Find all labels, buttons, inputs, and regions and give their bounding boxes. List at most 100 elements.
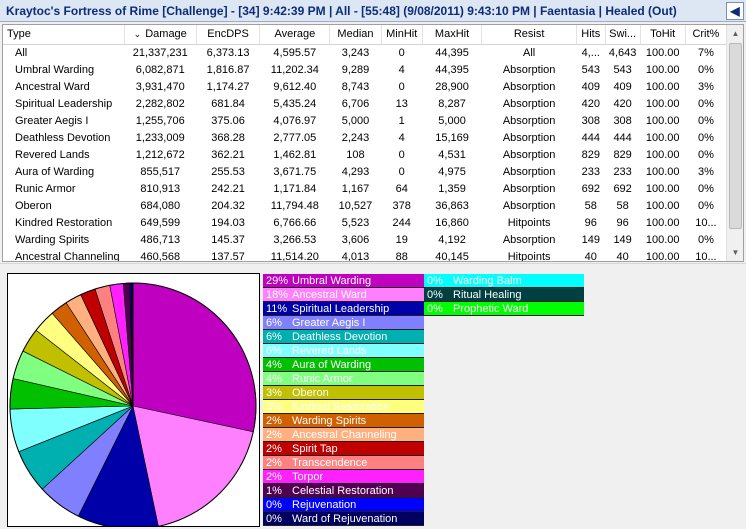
table-cell: 96 [584, 216, 597, 229]
column-header-minhit[interactable]: MinHit [381, 25, 423, 45]
table-cell: 829 [613, 148, 632, 161]
table-cell: 15,169 [435, 131, 469, 144]
table-cell: 3,931,470 [135, 80, 185, 93]
panel-splitter[interactable] [0, 263, 746, 268]
table-cell: Spiritual Leadership [15, 97, 113, 110]
table-row[interactable]: Deathless Devotion 1,233,009 368.28 2,777.0… [3, 129, 727, 146]
table-cell: 194.03 [211, 216, 245, 229]
column-header-damage-label: Damage [145, 28, 187, 41]
legend-percent: 1% [266, 485, 282, 497]
column-header-crit[interactable]: Crit% [685, 25, 728, 45]
sort-descending-icon: ⌄ [133, 29, 142, 40]
legend-percent: 0% [427, 275, 443, 287]
legend-percent: 0% [266, 513, 282, 525]
legend-label: Ward of Rejuvenation [292, 513, 398, 525]
table-cell: 829 [581, 148, 600, 161]
scroll-down-icon[interactable]: ▼ [731, 248, 740, 257]
table-row[interactable]: Ancestral Ward 3,931,470 1,174.27 9,612.40 8… [3, 78, 727, 95]
column-header-median[interactable]: Median [329, 25, 382, 45]
scrollbar-thumb[interactable] [729, 43, 742, 229]
column-header-maxhit[interactable]: MaxHit [422, 25, 483, 45]
table-cell: Hitpoints [507, 216, 551, 229]
table-cell: Deathless Devotion [15, 131, 111, 144]
table-cell: Absorption [502, 97, 556, 110]
table-cell: 11,514.20 [270, 250, 319, 262]
legend-item: 0% Warding Balm [424, 274, 584, 288]
legend-label: Rejuvenation [292, 499, 357, 511]
table-cell: All [15, 46, 28, 59]
table-row[interactable]: Warding Spirits 486,713 145.37 3,266.53 3,60… [3, 231, 727, 248]
scroll-up-icon[interactable]: ▲ [731, 29, 740, 38]
column-header-swings[interactable]: Swi... [605, 25, 641, 45]
table-cell: 0% [697, 182, 714, 195]
table-row[interactable]: Revered Lands 1,212,672 362.21 1,462.81 108 0… [3, 146, 727, 163]
legend-label: Warding Balm [453, 275, 522, 287]
table-cell: 255.53 [211, 165, 245, 178]
column-header-tohit[interactable]: ToHit [640, 25, 686, 45]
legend-item: 18% Ancestral Ward [263, 288, 424, 302]
table-cell: 4,293 [341, 165, 370, 178]
column-header-type[interactable]: Type [3, 25, 125, 45]
table-row[interactable]: Oberon 684,080 204.32 11,794.48 10,527 378 36,… [3, 197, 727, 214]
table-cell: 100.00 [645, 46, 680, 59]
table-cell: 4,975 [438, 165, 466, 178]
table-cell: 692 [613, 182, 632, 195]
table-cell: 64 [395, 182, 408, 195]
legend-percent: 0% [427, 289, 443, 301]
column-header-resist[interactable]: Resist [481, 25, 577, 45]
table-cell: 2,777.05 [273, 131, 317, 144]
table-cell: 0 [398, 165, 405, 178]
table-cell: 100.00 [645, 131, 680, 144]
table-row[interactable]: Ancestral Channeling 460,568 137.57 11,514.… [3, 248, 727, 262]
table-cell: 7% [697, 46, 714, 59]
table-cell: 108 [346, 148, 365, 161]
table-cell: 420 [581, 97, 600, 110]
table-cell: 5,523 [341, 216, 370, 229]
table-cell: 137.57 [211, 250, 245, 262]
table-cell: 58 [584, 199, 597, 212]
legend-column-left: 29% Umbral Warding 18% Ancestral Ward 11% Spi… [263, 274, 424, 526]
table-cell: 11,202.34 [270, 63, 319, 76]
legend-item: 2% Ancestral Channeling [263, 428, 424, 442]
table-cell: Aura of Warding [15, 165, 95, 178]
back-arrow-icon[interactable]: ◀ [726, 1, 744, 20]
table-cell: 8,743 [341, 80, 370, 93]
table-row[interactable]: Runic Armor 810,913 242.21 1,171.84 1,167 64 1… [3, 180, 727, 197]
column-header-hits[interactable]: Hits [576, 25, 606, 45]
table-header-row: Type ⌄ Damage EncDPS Average Median MinHi… [3, 25, 728, 45]
column-header-average[interactable]: Average [259, 25, 331, 45]
table-cell: 13 [395, 97, 408, 110]
legend-percent: 2% [266, 429, 282, 441]
legend-item: 4% Runic Armor [263, 372, 424, 386]
table-row[interactable]: Greater Aegis I 1,255,706 375.06 4,076.97 5,… [3, 112, 727, 129]
table-cell: 100.00 [645, 216, 680, 229]
vertical-scrollbar[interactable]: ▲ ▼ [726, 25, 743, 261]
table-cell: 10... [695, 216, 717, 229]
table-cell: Absorption [502, 63, 556, 76]
column-header-encdps[interactable]: EncDPS [196, 25, 261, 45]
legend-label: Ancestral Ward [292, 289, 367, 301]
table-row[interactable]: Aura of Warding 855,517 255.53 3,671.75 4,29… [3, 163, 727, 180]
table-cell: 3% [697, 80, 714, 93]
legend-item: 6% Greater Aegis I [263, 316, 424, 330]
table-cell: 460,568 [140, 250, 181, 262]
table-cell: 244 [392, 216, 411, 229]
legend-percent: 4% [266, 359, 282, 371]
table-cell: 8,287 [438, 97, 466, 110]
table-cell: 3,243 [341, 46, 370, 59]
table-cell: 1,255,706 [135, 114, 185, 127]
column-header-damage[interactable]: ⌄ Damage [124, 25, 197, 45]
table-cell: 1,359 [438, 182, 466, 195]
table-cell: Greater Aegis I [15, 114, 89, 127]
table-cell: 0 [398, 148, 405, 161]
table-row[interactable]: Kindred Restoration 649,599 194.03 6,766.66… [3, 214, 727, 231]
table-cell: 0% [697, 148, 714, 161]
table-row[interactable]: All 21,337,231 6,373.13 4,595.57 3,243 0 44,39… [3, 44, 727, 61]
legend-item: 4% Aura of Warding [263, 358, 424, 372]
table-cell: 4,076.97 [273, 114, 317, 127]
table-row[interactable]: Umbral Warding 6,082,871 1,816.87 11,202.34… [3, 61, 727, 78]
table-row[interactable]: Spiritual Leadership 2,282,802 681.84 5,435… [3, 95, 727, 112]
table-cell: 3,266.53 [273, 233, 317, 246]
pie-slice [132, 282, 257, 433]
